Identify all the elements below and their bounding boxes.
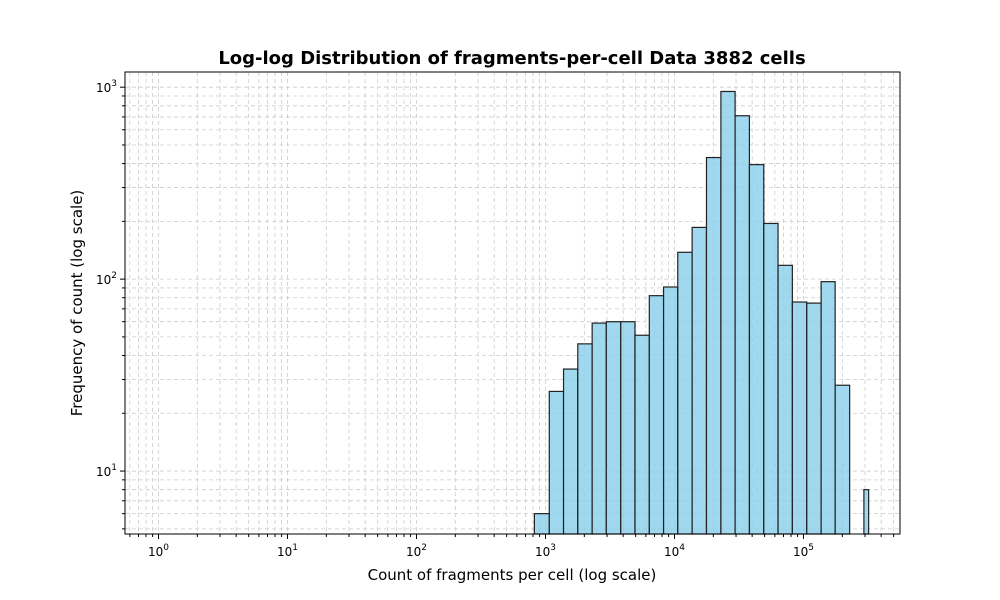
histogram-bar	[677, 251, 693, 535]
histogram-bar	[720, 90, 736, 535]
x-axis-label: Count of fragments per cell (log scale)	[368, 566, 657, 584]
x-tick-label: 101	[277, 543, 298, 559]
histogram-bar	[777, 264, 793, 535]
x-tick-label: 104	[664, 543, 685, 559]
x-tick-label: 105	[793, 543, 814, 559]
histogram-bar	[734, 115, 751, 535]
histogram-bar	[605, 321, 622, 535]
y-tick-label: 103	[96, 79, 117, 95]
histogram-bar	[634, 334, 650, 535]
histogram-bar	[791, 301, 808, 535]
histogram-bar	[748, 164, 765, 535]
histogram-bar	[548, 390, 565, 535]
histogram-bar	[820, 281, 836, 535]
y-tick-label: 102	[96, 271, 117, 287]
x-tick-label: 103	[535, 543, 556, 559]
plot-area-frame	[124, 71, 901, 535]
y-tick-label: 101	[96, 463, 117, 479]
histogram-bar	[562, 368, 579, 535]
histogram-bar	[863, 489, 870, 535]
histogram-bar	[691, 226, 708, 535]
histogram-bar	[533, 513, 550, 535]
histogram-bar	[591, 322, 607, 535]
chart-title: Log-log Distribution of fragments-per-ce…	[218, 48, 805, 69]
histogram-bar	[763, 222, 779, 535]
histogram-bar	[834, 384, 851, 535]
axis-ticks: 100 101 102 103 104 105 101 102 103	[96, 79, 895, 559]
histogram-bar	[662, 286, 679, 535]
x-tick-label: 102	[406, 543, 427, 559]
y-axis-label: Frequency of count (log scale)	[68, 190, 86, 417]
histogram-bar	[806, 302, 822, 535]
x-tick-label: 100	[148, 543, 169, 559]
histogram-bar	[620, 321, 636, 535]
histogram-bar	[577, 343, 593, 535]
histogram-bar	[705, 156, 722, 535]
histogram-bar	[648, 295, 665, 535]
